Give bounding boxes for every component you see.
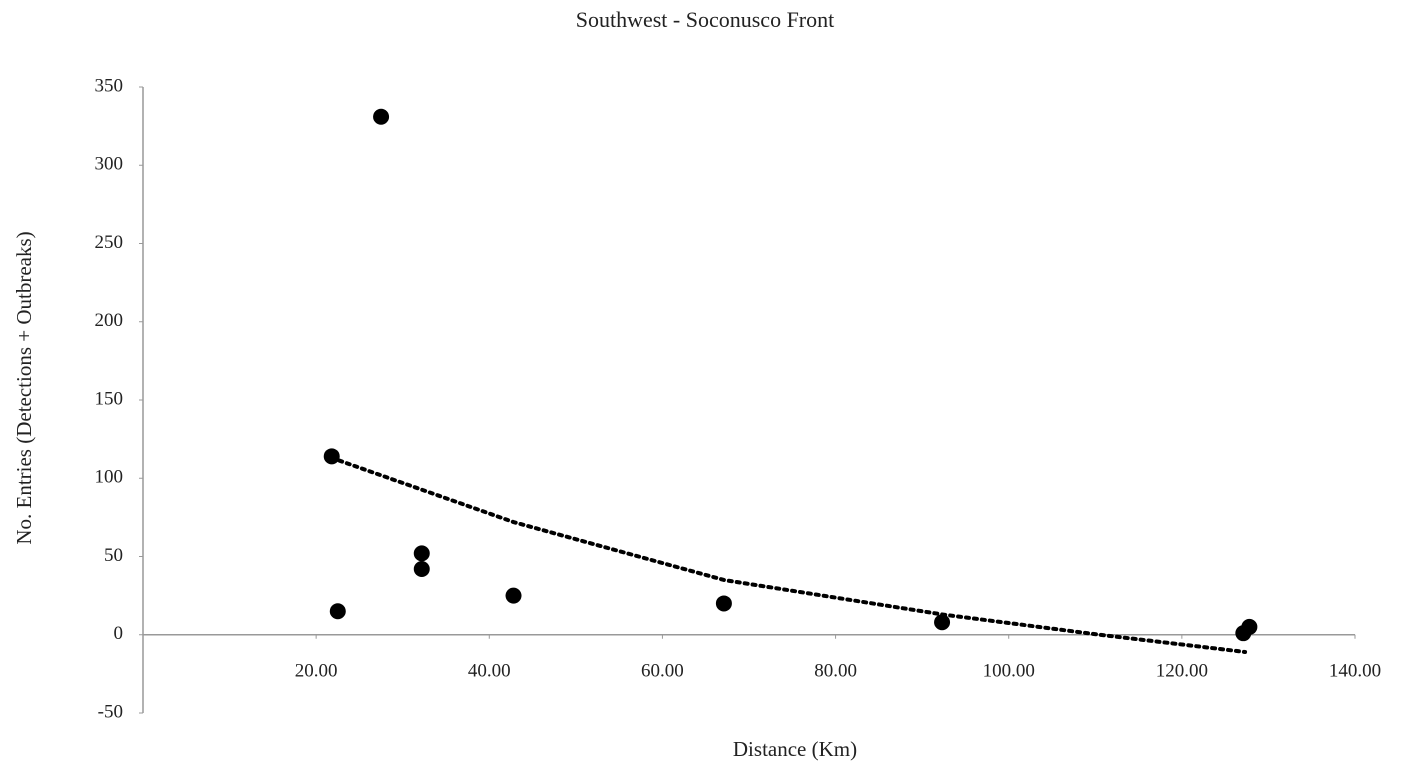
y-tick-label: 200: [95, 310, 124, 331]
x-tick-label: 40.00: [468, 660, 511, 681]
point: [715, 595, 732, 612]
point: [413, 545, 430, 562]
point: [934, 614, 951, 631]
point: [373, 108, 390, 125]
point: [323, 448, 340, 465]
y-axis-title: No. Entries (Detections + Outbreaks): [12, 231, 36, 544]
trendline: [329, 455, 1248, 654]
y-tick-label: 0: [114, 623, 124, 644]
point: [329, 603, 346, 620]
x-tick-label: 80.00: [814, 660, 857, 681]
point: [1241, 618, 1258, 635]
y-tick-label: 150: [95, 388, 124, 409]
x-tick-label: 60.00: [641, 660, 684, 681]
x-axis-title: Distance (Km): [733, 737, 857, 761]
x-tick-label: 140.00: [1329, 660, 1381, 681]
chart-title: Southwest - Soconusco Front: [576, 7, 835, 32]
y-tick-label: 100: [95, 467, 124, 488]
y-tick-label: 350: [95, 75, 124, 96]
x-tick-label: 100.00: [983, 660, 1035, 681]
point: [505, 587, 522, 604]
y-tick-label: 50: [104, 545, 123, 566]
y-tick-label: 250: [95, 232, 124, 253]
x-tick-label: 120.00: [1156, 660, 1208, 681]
point: [413, 561, 430, 578]
y-tick-label: 300: [95, 154, 124, 175]
y-tick-label: -50: [98, 701, 123, 722]
x-tick-label: 20.00: [295, 660, 338, 681]
